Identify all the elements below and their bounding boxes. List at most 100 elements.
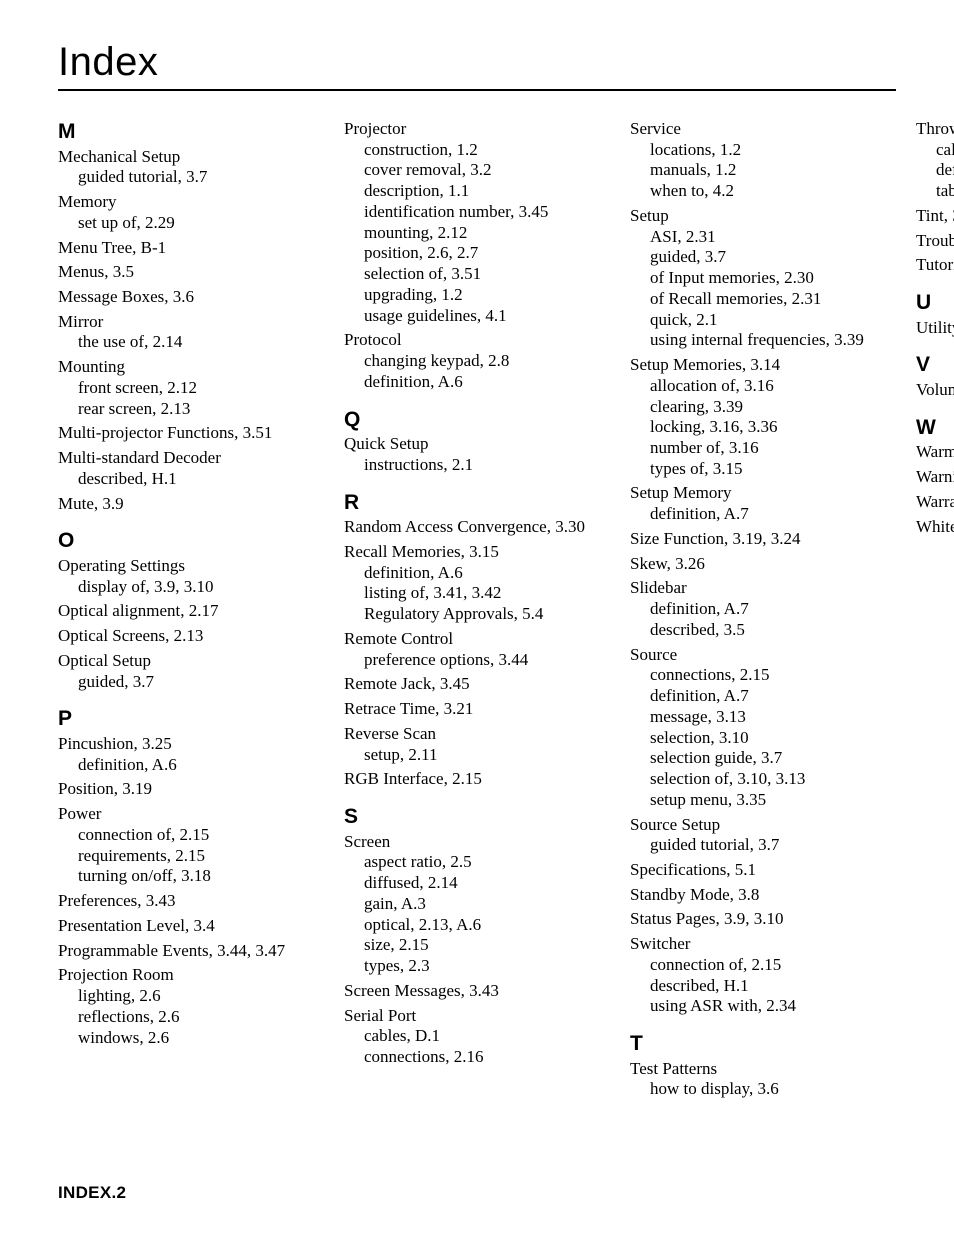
index-group: White Balance, 3.19 xyxy=(916,517,954,538)
index-group: Size Function, 3.19, 3.24 xyxy=(630,529,896,550)
index-group: Pincushion, 3.25definition, A.6 xyxy=(58,734,324,775)
index-group: Warm Up Time, 3.8 xyxy=(916,442,954,463)
index-subentry: tables, F.1 xyxy=(916,181,954,202)
index-subentry: changing keypad, 2.8 xyxy=(344,351,610,372)
index-entry: Mute, 3.9 xyxy=(58,494,324,515)
index-group: Setup Memorydefinition, A.7 xyxy=(630,483,896,524)
index-entry: Reverse Scan xyxy=(344,724,610,745)
index-entry: Pincushion, 3.25 xyxy=(58,734,324,755)
index-subentry: clearing, 3.39 xyxy=(630,397,896,418)
index-group: Mute, 3.9 xyxy=(58,494,324,515)
index-group: Serial Portcables, D.1connections, 2.16 xyxy=(344,1006,610,1068)
index-subentry: using internal frequencies, 3.39 xyxy=(630,330,896,351)
index-entry: Service xyxy=(630,119,896,140)
index-subentry: definition, A.6 xyxy=(58,755,324,776)
index-subentry: guided, 3.7 xyxy=(630,247,896,268)
index-letter: U xyxy=(916,290,954,316)
index-entry: Test Patterns xyxy=(630,1059,896,1080)
index-group: Tutorials, 3.7 xyxy=(916,255,954,276)
index-entry: Retrace Time, 3.21 xyxy=(344,699,610,720)
index-group: RGB Interface, 2.15 xyxy=(344,769,610,790)
index-subentry: optical, 2.13, A.6 xyxy=(344,915,610,936)
index-subentry: ASI, 2.31 xyxy=(630,227,896,248)
index-entry: Warnings, 4.1 xyxy=(916,467,954,488)
index-subentry: described, 3.5 xyxy=(630,620,896,641)
index-entry: Multi-projector Functions, 3.51 xyxy=(58,423,324,444)
index-entry: Source Setup xyxy=(630,815,896,836)
index-subentry: calculating, 2.5 xyxy=(916,140,954,161)
index-group: Operating Settingsdisplay of, 3.9, 3.10 xyxy=(58,556,324,597)
index-entry: Tutorials, 3.7 xyxy=(916,255,954,276)
index-group: Menu Tree, B-1 xyxy=(58,238,324,259)
index-subentry: definition, A.7 xyxy=(630,686,896,707)
index-entry: Projector xyxy=(344,119,610,140)
index-entry: RGB Interface, 2.15 xyxy=(344,769,610,790)
index-entry: Setup xyxy=(630,206,896,227)
index-subentry: Regulatory Approvals, 5.4 xyxy=(344,604,610,625)
index-group: Protocolchanging keypad, 2.8definition, … xyxy=(344,330,610,392)
index-entry: Operating Settings xyxy=(58,556,324,577)
index-letter: P xyxy=(58,706,324,732)
index-subentry: gain, A.3 xyxy=(344,894,610,915)
index-group: Utility Features, 3.34 xyxy=(916,318,954,339)
index-group: Message Boxes, 3.6 xyxy=(58,287,324,308)
index-subentry: types of, 3.15 xyxy=(630,459,896,480)
index-subentry: instructions, 2.1 xyxy=(344,455,610,476)
index-subentry: manuals, 1.2 xyxy=(630,160,896,181)
index-subentry: mounting, 2.12 xyxy=(344,223,610,244)
index-entry: Serial Port xyxy=(344,1006,610,1027)
index-subentry: aspect ratio, 2.5 xyxy=(344,852,610,873)
index-subentry: turning on/off, 3.18 xyxy=(58,866,324,887)
index-entry: Volume, 3.9 xyxy=(916,380,954,401)
index-group: Warnings, 4.1 xyxy=(916,467,954,488)
index-entry: Throw Distance xyxy=(916,119,954,140)
index-subentry: the use of, 2.14 xyxy=(58,332,324,353)
index-group: Throw Distancecalculating, 2.5definition… xyxy=(916,119,954,202)
index-group: Specifications, 5.1 xyxy=(630,860,896,881)
page: Index MMechanical Setupguided tutorial, … xyxy=(0,0,954,1235)
index-entry: Projection Room xyxy=(58,965,324,986)
index-subentry: locking, 3.16, 3.36 xyxy=(630,417,896,438)
index-group: Slidebardefinition, A.7described, 3.5 xyxy=(630,578,896,640)
index-subentry: definition, A.7 xyxy=(630,504,896,525)
index-letter: T xyxy=(630,1031,896,1057)
index-subentry: allocation of, 3.16 xyxy=(630,376,896,397)
index-subentry: front screen, 2.12 xyxy=(58,378,324,399)
index-entry: Warranty, 5.4 xyxy=(916,492,954,513)
index-entry: Trouble-shooting, 4.3 xyxy=(916,231,954,252)
index-group: Mountingfront screen, 2.12rear screen, 2… xyxy=(58,357,324,419)
index-subentry: selection of, 3.10, 3.13 xyxy=(630,769,896,790)
index-group: Random Access Convergence, 3.30 xyxy=(344,517,610,538)
index-entry: Memory xyxy=(58,192,324,213)
index-entry: Standby Mode, 3.8 xyxy=(630,885,896,906)
index-letter: S xyxy=(344,804,610,830)
index-entry: Optical Setup xyxy=(58,651,324,672)
index-entry: Quick Setup xyxy=(344,434,610,455)
index-group: Menus, 3.5 xyxy=(58,262,324,283)
index-entry: Menus, 3.5 xyxy=(58,262,324,283)
index-subentry: diffused, 2.14 xyxy=(344,873,610,894)
index-letter: M xyxy=(58,119,324,145)
index-group: Source Setupguided tutorial, 3.7 xyxy=(630,815,896,856)
index-group: Multi-projector Functions, 3.51 xyxy=(58,423,324,444)
index-subentry: description, 1.1 xyxy=(344,181,610,202)
index-group: Volume, 3.9 xyxy=(916,380,954,401)
index-entry: Programmable Events, 3.44, 3.47 xyxy=(58,941,324,962)
index-entry: Tint, 3.18 xyxy=(916,206,954,227)
index-letter: V xyxy=(916,352,954,378)
index-subentry: lighting, 2.6 xyxy=(58,986,324,1007)
index-subentry: windows, 2.6 xyxy=(58,1028,324,1049)
index-entry: Protocol xyxy=(344,330,610,351)
index-entry: Optical Screens, 2.13 xyxy=(58,626,324,647)
index-subentry: connection of, 2.15 xyxy=(58,825,324,846)
index-subentry: setup menu, 3.35 xyxy=(630,790,896,811)
index-subentry: guided tutorial, 3.7 xyxy=(58,167,324,188)
index-group: Powerconnection of, 2.15requirements, 2.… xyxy=(58,804,324,887)
index-subentry: reflections, 2.6 xyxy=(58,1007,324,1028)
index-subentry: definition, A.8 xyxy=(916,160,954,181)
index-group: Programmable Events, 3.44, 3.47 xyxy=(58,941,324,962)
index-entry: Recall Memories, 3.15 xyxy=(344,542,610,563)
index-subentry: described, H.1 xyxy=(58,469,324,490)
index-group: Optical Setupguided, 3.7 xyxy=(58,651,324,692)
index-group: Recall Memories, 3.15definition, A.6list… xyxy=(344,542,610,625)
